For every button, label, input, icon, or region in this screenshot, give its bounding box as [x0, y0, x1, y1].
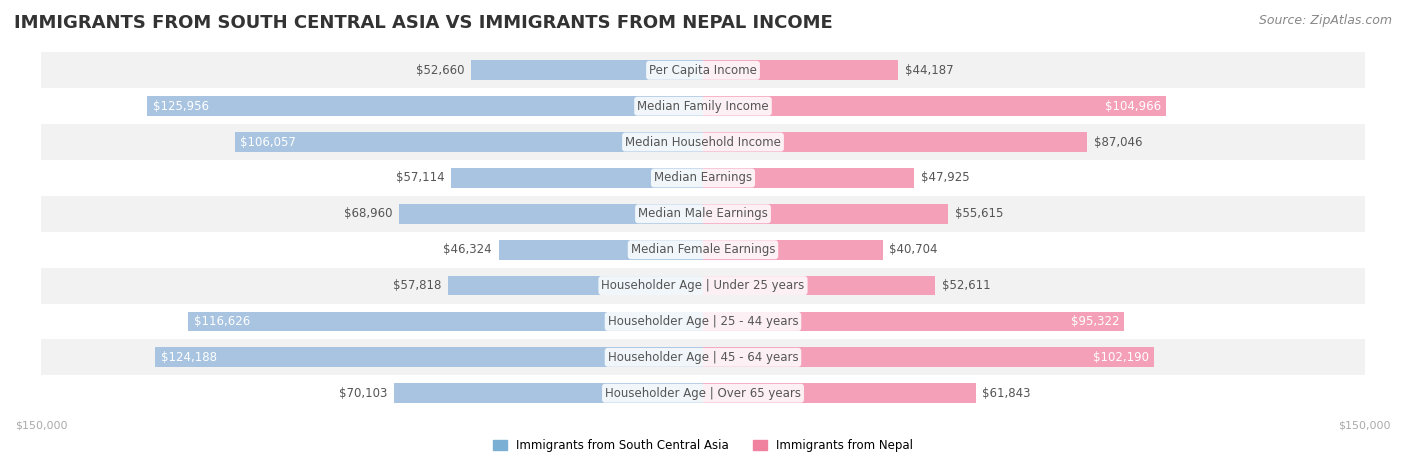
Bar — [471, 60, 703, 80]
Bar — [41, 304, 1365, 340]
Text: Householder Age | Over 65 years: Householder Age | Over 65 years — [605, 387, 801, 400]
Text: $61,843: $61,843 — [983, 387, 1031, 400]
Legend: Immigrants from South Central Asia, Immigrants from Nepal: Immigrants from South Central Asia, Immi… — [492, 439, 914, 452]
Text: $55,615: $55,615 — [955, 207, 1004, 220]
Bar — [188, 311, 703, 331]
Text: $57,114: $57,114 — [396, 171, 444, 184]
Text: $116,626: $116,626 — [194, 315, 250, 328]
Bar — [703, 276, 935, 296]
Text: $44,187: $44,187 — [904, 64, 953, 77]
Bar — [703, 168, 914, 188]
Bar — [41, 124, 1365, 160]
Text: $106,057: $106,057 — [240, 135, 295, 149]
Text: $70,103: $70,103 — [339, 387, 387, 400]
Bar — [41, 268, 1365, 304]
Bar — [703, 311, 1123, 331]
Text: $102,190: $102,190 — [1094, 351, 1149, 364]
Bar — [703, 240, 883, 260]
Bar — [41, 52, 1365, 88]
Bar — [41, 340, 1365, 375]
Text: Householder Age | 25 - 44 years: Householder Age | 25 - 44 years — [607, 315, 799, 328]
Text: $52,611: $52,611 — [942, 279, 990, 292]
Text: $46,324: $46,324 — [443, 243, 492, 256]
Bar — [703, 383, 976, 403]
Bar — [41, 196, 1365, 232]
Text: Median Female Earnings: Median Female Earnings — [631, 243, 775, 256]
Text: IMMIGRANTS FROM SOUTH CENTRAL ASIA VS IMMIGRANTS FROM NEPAL INCOME: IMMIGRANTS FROM SOUTH CENTRAL ASIA VS IM… — [14, 14, 832, 32]
Bar — [235, 132, 703, 152]
Text: Householder Age | 45 - 64 years: Householder Age | 45 - 64 years — [607, 351, 799, 364]
Text: Median Earnings: Median Earnings — [654, 171, 752, 184]
Bar — [703, 132, 1087, 152]
Text: $68,960: $68,960 — [343, 207, 392, 220]
Bar — [41, 88, 1365, 124]
Bar — [449, 276, 703, 296]
Bar — [451, 168, 703, 188]
Bar — [394, 383, 703, 403]
Text: $52,660: $52,660 — [416, 64, 464, 77]
Bar — [399, 204, 703, 224]
Bar — [148, 96, 703, 116]
Text: $125,956: $125,956 — [153, 99, 209, 113]
Bar — [703, 347, 1154, 367]
Text: Median Male Earnings: Median Male Earnings — [638, 207, 768, 220]
Text: Source: ZipAtlas.com: Source: ZipAtlas.com — [1258, 14, 1392, 27]
Text: $40,704: $40,704 — [889, 243, 938, 256]
Bar — [155, 347, 703, 367]
Text: $57,818: $57,818 — [392, 279, 441, 292]
Bar — [499, 240, 703, 260]
Text: Median Family Income: Median Family Income — [637, 99, 769, 113]
Bar — [703, 60, 898, 80]
Bar — [703, 96, 1166, 116]
Text: $104,966: $104,966 — [1105, 99, 1161, 113]
Text: $87,046: $87,046 — [1094, 135, 1142, 149]
Text: Median Household Income: Median Household Income — [626, 135, 780, 149]
Bar — [41, 160, 1365, 196]
Bar — [703, 204, 949, 224]
Text: Householder Age | Under 25 years: Householder Age | Under 25 years — [602, 279, 804, 292]
Text: $124,188: $124,188 — [160, 351, 217, 364]
Text: Per Capita Income: Per Capita Income — [650, 64, 756, 77]
Bar — [41, 375, 1365, 411]
Text: $47,925: $47,925 — [921, 171, 970, 184]
Bar — [41, 232, 1365, 268]
Text: $95,322: $95,322 — [1071, 315, 1119, 328]
